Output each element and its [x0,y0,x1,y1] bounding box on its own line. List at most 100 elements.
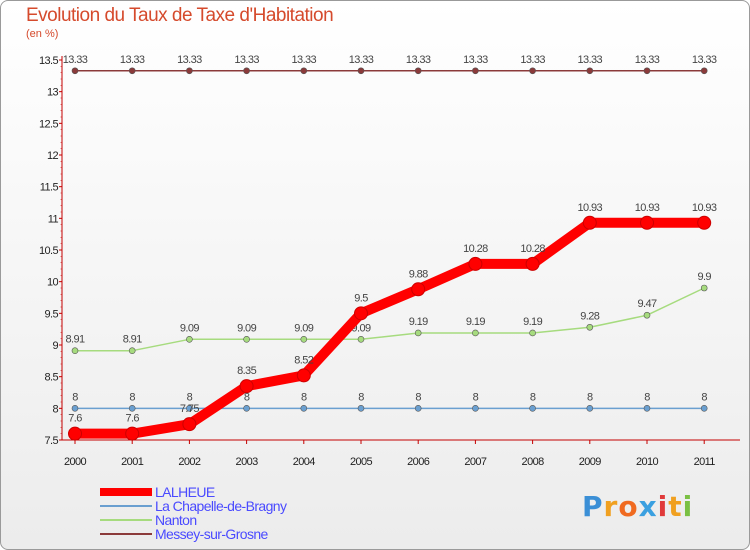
y-tick-label: 7.5 [45,435,59,447]
data-label: 9.09 [237,322,256,334]
data-point [472,405,479,412]
data-label: 8 [129,391,135,403]
x-tick-label: 2008 [522,456,545,468]
data-label: 7.6 [125,413,139,425]
data-point [472,67,479,75]
data-label: 9.47 [637,298,656,310]
logo-letter: t [668,490,683,523]
data-label: 8.52 [294,354,313,366]
data-label: 8 [530,391,536,403]
data-label: 10.28 [520,243,545,255]
data-label: 9.28 [580,310,599,322]
logo-letter: x [638,490,658,523]
data-label: 10.93 [692,202,717,214]
legend-swatch [100,505,152,507]
y-tick-label: 8 [52,403,58,415]
data-point [243,405,250,412]
data-point [128,405,136,412]
x-tick-label: 2009 [579,456,602,468]
data-label: 8 [72,391,78,403]
data-label: 8 [644,391,650,403]
data-point [586,67,594,75]
legend-label: Messey-sur-Grosne [155,526,268,542]
data-point [186,67,193,75]
data-label: 13.33 [520,54,545,66]
data-point [182,417,197,432]
y-tick-label: 9.5 [45,308,59,320]
data-point [71,67,79,75]
data-label: 9.09 [180,322,199,334]
legend-swatch [100,488,152,496]
legend: LALHEUE La Chapelle-de-Bragny Nanton Mes… [100,485,287,542]
data-point [300,335,308,343]
y-axis-unit: (en %) [26,28,59,40]
data-label: 9.9 [697,271,711,283]
data-label: 8 [358,391,364,403]
data-point [529,405,536,412]
data-point [243,67,250,75]
x-tick-label: 2010 [636,456,659,468]
y-tick-label: 11.5 [40,182,59,194]
data-label: 13.33 [635,54,660,66]
data-point [128,67,136,75]
data-point [357,67,365,75]
data-point [300,67,308,75]
data-point [529,329,536,337]
data-label: 13.33 [120,54,145,66]
data-point [357,335,365,343]
data-point [697,215,712,230]
data-label: 13.33 [177,54,202,66]
data-label: 8 [301,391,307,403]
data-label: 9.19 [466,316,485,328]
data-label: 13.33 [692,54,717,66]
legend-swatch [100,519,152,521]
data-label: 10.93 [578,202,603,214]
data-label: 13.33 [234,54,259,66]
x-tick-label: 2002 [178,456,201,468]
data-label: 10.28 [463,243,488,255]
data-point [700,67,708,75]
data-point [529,67,536,75]
y-tick-label: 10.5 [39,245,58,257]
data-label: 8.91 [123,334,142,346]
legend-item-la-chapelle: La Chapelle-de-Bragny [100,499,287,513]
data-point [68,426,82,441]
y-tick-label: 13 [47,87,59,99]
data-point [186,405,193,412]
x-tick-label: 2000 [64,456,87,468]
legend-item-lalheue: LALHEUE [100,485,286,499]
data-label: 9.88 [409,268,428,280]
data-label: 10.93 [635,202,660,214]
logo-letter: r [603,490,619,523]
x-tick-label: 2011 [694,456,716,468]
data-label: 8 [244,391,250,403]
data-point [354,306,368,321]
series-line-0 [70,217,710,439]
legend-label: LALHEUE [155,484,215,500]
data-point [411,282,426,297]
data-label: 13.33 [578,54,603,66]
data-label: 9.19 [523,316,542,328]
data-point [414,329,422,337]
data-label: 9.5 [354,292,368,304]
data-point [472,329,479,337]
data-point [525,256,540,271]
data-label: 7.6 [68,413,82,425]
x-tick-label: 2005 [350,456,373,468]
series-line-2 [74,287,705,352]
y-tick-label: 11 [48,213,59,225]
y-tick-label: 10 [47,277,59,289]
data-label: 8 [701,391,707,403]
data-point [643,311,651,319]
data-point [128,347,136,355]
y-tick-label: 12.5 [39,118,58,130]
data-label: 13.33 [349,54,374,66]
logo-letter: P [582,490,604,523]
data-point [700,405,708,412]
data-point [586,405,594,412]
chart-title: Evolution du Taux de Taxe d'Habitation [26,5,334,26]
data-point [582,215,597,230]
data-point [71,347,79,355]
data-label: 8 [187,391,193,403]
data-point [357,405,365,412]
